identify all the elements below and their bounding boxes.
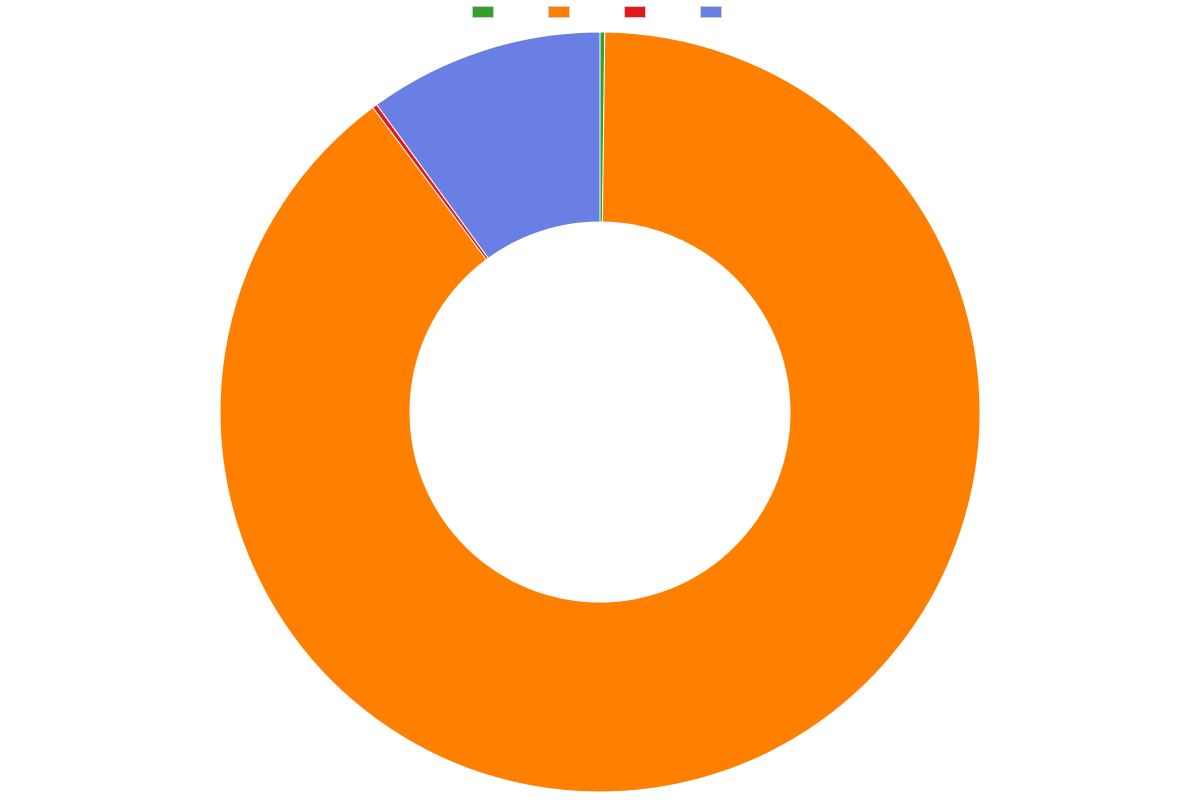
donut-chart-page: [0, 0, 1200, 800]
legend-item: [700, 6, 728, 18]
legend-item: [472, 6, 500, 18]
legend-item: [624, 6, 652, 18]
donut-chart: [0, 24, 1200, 800]
chart-legend: [0, 6, 1200, 18]
legend-swatch: [624, 6, 646, 18]
legend-swatch: [548, 6, 570, 18]
legend-swatch: [472, 6, 494, 18]
legend-swatch: [700, 6, 722, 18]
donut-svg: [0, 24, 1200, 800]
legend-item: [548, 6, 576, 18]
